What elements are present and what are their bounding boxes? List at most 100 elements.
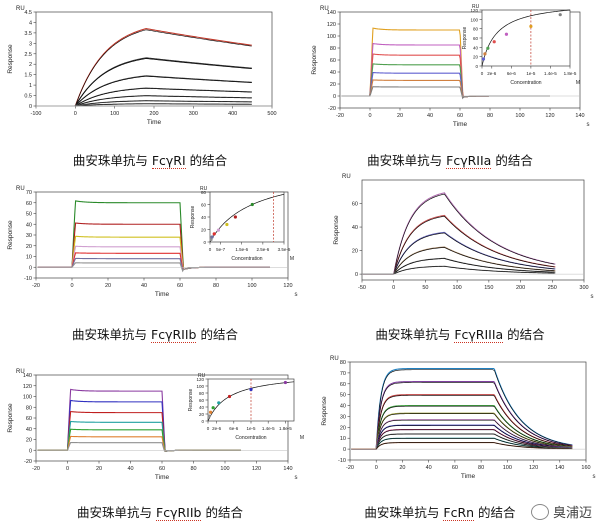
y-tick-label: 60 xyxy=(26,416,32,422)
fit-line-6 xyxy=(75,100,252,107)
fit-line-6 xyxy=(393,266,555,275)
chart-caption-4: 曲安珠单抗与 FcγRIIIa 的结合 xyxy=(375,327,545,343)
x-tick-label: 300 xyxy=(189,111,198,117)
y-tick-label: 80 xyxy=(199,391,205,396)
y-tick-label: 0 xyxy=(475,64,478,69)
fit-line-3 xyxy=(393,232,555,275)
chart-panel-4: -50 0 50 100 150 200 250 300 0 20 40 60 Response RU s … xyxy=(300,172,600,348)
x-tick-label: 100 xyxy=(503,465,512,471)
y-tick-label: 20 xyxy=(473,55,479,60)
x-unit-label: s xyxy=(593,474,596,480)
y-tick-label: 40 xyxy=(473,45,479,50)
x-tick-label: 6e-6 xyxy=(229,426,239,431)
inset-point-2 xyxy=(483,52,487,56)
fit-line-5 xyxy=(393,258,555,275)
chart-panel-2: -20 0 20 40 60 80 100 120 140 -20 0 20 40 60 80 100 120 1… xyxy=(290,0,600,175)
x-axis-label: Concentration xyxy=(510,80,541,86)
y-tick-label: 30 xyxy=(340,414,346,420)
unit-label: RU xyxy=(342,174,351,180)
inset-point-5 xyxy=(225,222,229,227)
x-tick-label: 120 xyxy=(529,465,538,471)
x-tick-label: 1.4e-5 xyxy=(544,71,557,76)
x-tick-label: 500 xyxy=(267,111,276,117)
x-tick-label: 140 xyxy=(555,465,564,471)
fit-line-4 xyxy=(393,247,555,275)
y-tick-label: 120 xyxy=(23,384,32,390)
fit-line-3 xyxy=(375,395,572,450)
fit-line-1 xyxy=(393,193,555,275)
receptor-name: FcRn xyxy=(443,505,475,521)
x-axis-label: Concentration xyxy=(235,435,266,441)
x-tick-label: 1.4e-5 xyxy=(262,426,275,431)
x-tick-label: 140 xyxy=(283,466,292,472)
y-tick-label: 100 xyxy=(327,34,336,40)
inset-point-1 xyxy=(209,237,213,242)
y-tick-label: 2.5 xyxy=(24,52,32,58)
x-axis-label: Concentration xyxy=(231,256,262,262)
chart-panel-3: -20 0 20 40 60 80 100 120 -10 0 10 20 30 40 50 60 70 Time… xyxy=(0,178,300,348)
y-axis-label: Response xyxy=(188,389,194,412)
x-tick-label: 40 xyxy=(426,465,432,471)
inset-point-6 xyxy=(529,24,533,28)
x-tick-label: 200 xyxy=(149,111,158,117)
y-tick-label: 0 xyxy=(333,94,336,100)
chart-caption-5: 曲安珠单抗与 FcγRIIb 的结合 xyxy=(77,505,243,521)
x-tick-label: 0 xyxy=(70,283,73,289)
y-tick-label: 0 xyxy=(343,447,346,453)
y-tick-label: 30 xyxy=(26,233,32,239)
y-tick-label: 80 xyxy=(330,46,336,52)
fit-line-2 xyxy=(393,216,555,275)
fit-line-1 xyxy=(75,29,252,107)
y-tick-label: 20 xyxy=(352,249,358,255)
inset-point-3 xyxy=(486,46,490,50)
y-tick-label: 80 xyxy=(340,360,346,366)
y-tick-label: 40 xyxy=(352,225,358,231)
y-tick-label: 120 xyxy=(196,377,204,382)
y-tick-label: 60 xyxy=(473,36,479,41)
y-tick-label: 0 xyxy=(29,448,32,454)
x-tick-label: 40 xyxy=(141,283,147,289)
y-tick-label: 3 xyxy=(29,41,32,47)
receptor-name: FcγRI xyxy=(151,153,186,169)
y-axis-label: Response xyxy=(190,206,196,229)
fit-line-5 xyxy=(375,413,572,450)
x-tick-label: 100 xyxy=(220,466,229,472)
x-unit-label: s xyxy=(295,475,298,481)
y-axis-label: Response xyxy=(311,45,318,75)
chart-caption-6: 曲安珠单抗与 FcRn 的结合 xyxy=(364,505,516,521)
y-tick-label: 40 xyxy=(201,215,207,220)
sensorgram-fcgriib-a: -20 0 20 40 60 80 100 120 -10 0 10 20 30 40 50 60 70 Time… xyxy=(7,186,298,298)
x-tick-label: 0 xyxy=(207,426,210,431)
x-tick-label: 100 xyxy=(453,285,462,291)
x-tick-label: -20 xyxy=(32,466,40,472)
receptor-name: FcγRIIa xyxy=(446,153,492,169)
fit-line-8 xyxy=(375,429,572,450)
x-tick-label: 6e-6 xyxy=(507,71,517,76)
inset-point-7 xyxy=(250,202,254,207)
y-tick-label: -10 xyxy=(24,276,32,282)
y-tick-label: 40 xyxy=(26,222,32,228)
x-tick-label: 80 xyxy=(478,465,484,471)
y-tick-label: 10 xyxy=(340,436,346,442)
x-unit-label: s xyxy=(295,292,298,298)
y-tick-label: 20 xyxy=(340,425,346,431)
inset-point-7 xyxy=(283,380,287,385)
inset-point-1 xyxy=(207,414,211,418)
receptor-name: FcγRIIIa xyxy=(454,327,504,343)
y-tick-label: 20 xyxy=(26,244,32,250)
y-tick-label: -20 xyxy=(328,106,336,112)
y-tick-label: 40 xyxy=(330,70,336,76)
x-tick-label: 20 xyxy=(105,283,111,289)
x-tick-label: -100 xyxy=(30,111,41,117)
x-tick-label: 0 xyxy=(392,285,395,291)
y-axis-label: Response xyxy=(321,396,328,426)
y-tick-label: 20 xyxy=(201,228,207,233)
x-tick-label: 2e-6 xyxy=(487,71,497,76)
fit-line-4 xyxy=(375,405,572,450)
unit-label: RU xyxy=(330,356,339,362)
inset-frame xyxy=(481,9,571,67)
inset-fit-curve xyxy=(481,9,571,67)
x-tick-label: 2e-6 xyxy=(212,426,222,431)
x-tick-label: 80 xyxy=(190,466,196,472)
x-tick-label: -50 xyxy=(358,285,366,291)
